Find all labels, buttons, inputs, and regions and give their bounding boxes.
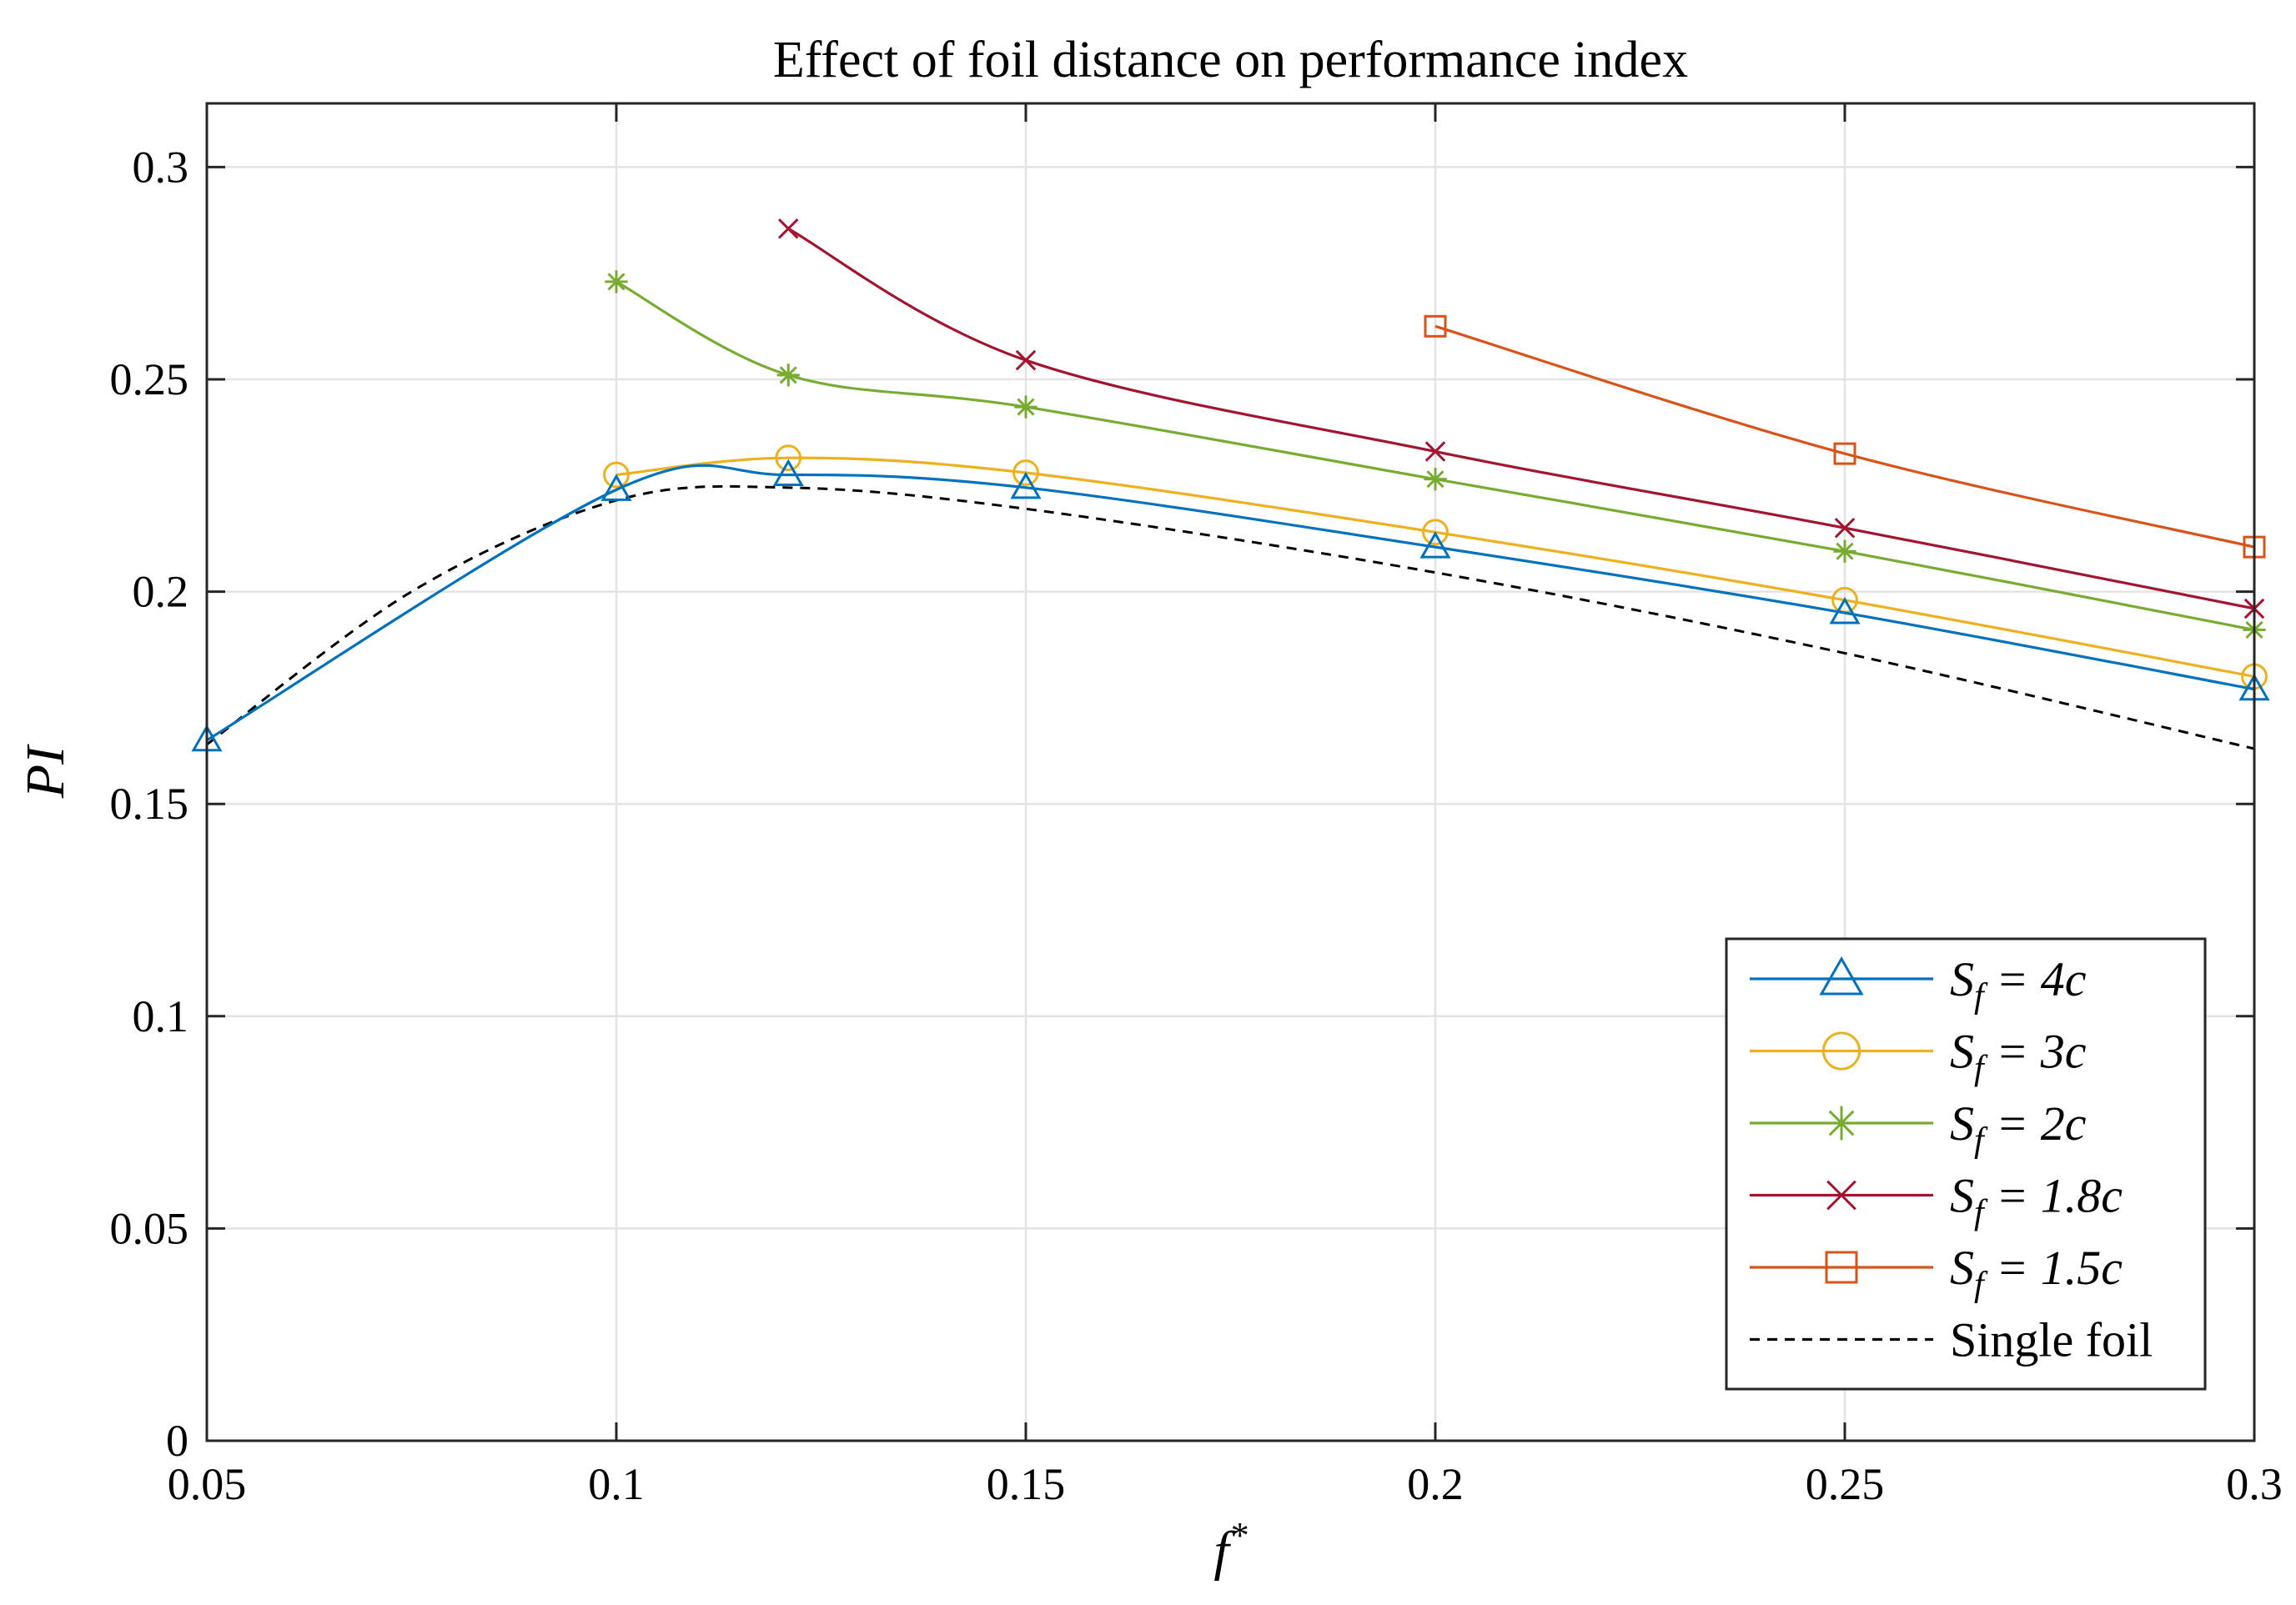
data-point-triangle xyxy=(1829,597,1861,624)
legend-item: Sf = 2c xyxy=(1750,1096,2087,1160)
series-sf-4c xyxy=(191,459,2270,752)
y-axis-label: PI xyxy=(15,744,76,799)
data-point-circle xyxy=(1422,519,1449,546)
legend-item: Sf = 3c xyxy=(1750,1025,2087,1088)
legend-label: Sf = 3c xyxy=(1950,1025,2087,1088)
x-tick-label: 0.15 xyxy=(987,1459,1066,1509)
y-tick-label: 0.1 xyxy=(133,991,189,1041)
x-tick-label: 0.1 xyxy=(588,1459,645,1509)
data-point-x xyxy=(1015,349,1037,371)
data-point-x xyxy=(1826,1180,1856,1211)
ticks: 0.05 0.1 0.15 0.2 0.25 0.300.050.10.150.20.25… xyxy=(110,103,2283,1509)
legend-label: Sf = 4c xyxy=(1950,952,2087,1016)
data-point-square xyxy=(1424,314,1447,338)
legend: Sf = 4c Sf = 3c Sf = 2c Sf = 1.8c Sf = 1.5c S… xyxy=(1725,937,2207,1391)
y-tick-label: 0.05 xyxy=(110,1203,189,1253)
chart-title: Effect of foil distance on performance i… xyxy=(773,32,1688,88)
data-point-asterisk xyxy=(776,364,800,387)
data-point-x xyxy=(777,218,799,239)
data-point-triangle xyxy=(1010,471,1042,499)
legend-item: Sf = 4c xyxy=(1750,952,2087,1016)
legend-item: Single foil xyxy=(1750,1313,2153,1367)
y-tick-label: 0.25 xyxy=(110,354,189,404)
x-tick-label: 0.05 xyxy=(168,1459,247,1509)
data-point-x xyxy=(1834,517,1856,539)
data-point-asterisk xyxy=(1833,539,1856,563)
data-point-circle xyxy=(1012,459,1039,486)
y-tick-label: 0.2 xyxy=(133,567,189,617)
data-point-asterisk xyxy=(605,270,628,293)
x-tick-label: 0.2 xyxy=(1407,1459,1464,1509)
y-tick-label: 0 xyxy=(166,1416,188,1466)
data-point-triangle xyxy=(1819,955,1864,996)
plot-frame xyxy=(205,102,2256,1442)
x-tick-label: 0.3 xyxy=(2226,1459,2283,1509)
data-point-asterisk xyxy=(1824,1106,1859,1141)
data-point-asterisk xyxy=(1014,395,1037,419)
series-line xyxy=(206,464,2255,742)
y-tick-label: 0.3 xyxy=(133,142,189,192)
data-point-circle xyxy=(603,461,630,489)
data-point-x xyxy=(1424,441,1446,462)
data-point-triangle xyxy=(1419,531,1451,559)
legend-label: Sf = 1.8c xyxy=(1950,1169,2123,1232)
series-single-foil xyxy=(206,484,2255,750)
data-point-triangle xyxy=(600,474,632,501)
x-tick-label: 0.25 xyxy=(1806,1459,1885,1509)
data-point-square xyxy=(1825,1251,1858,1284)
data-point-square xyxy=(1833,442,1856,465)
series-line xyxy=(1434,324,2255,549)
series-line xyxy=(787,227,2255,610)
data-point-triangle xyxy=(772,459,804,487)
series-layer xyxy=(191,218,2270,752)
y-tick-label: 0.15 xyxy=(110,779,189,829)
data-point-circle xyxy=(1821,1031,1861,1071)
legend-label: Sf = 2c xyxy=(1950,1096,2087,1160)
series-line xyxy=(615,456,2255,679)
data-point-circle xyxy=(775,444,802,472)
series-line xyxy=(206,484,2255,750)
legend-box xyxy=(1725,937,2207,1391)
legend-item: Sf = 1.8c xyxy=(1750,1169,2123,1232)
legend-item: Sf = 1.5c xyxy=(1750,1241,2123,1304)
data-point-asterisk xyxy=(1424,468,1447,491)
legend-label: Sf = 1.5c xyxy=(1950,1241,2123,1304)
x-axis-label: f* xyxy=(1213,1515,1247,1582)
legend-label: Single foil xyxy=(1950,1313,2153,1367)
